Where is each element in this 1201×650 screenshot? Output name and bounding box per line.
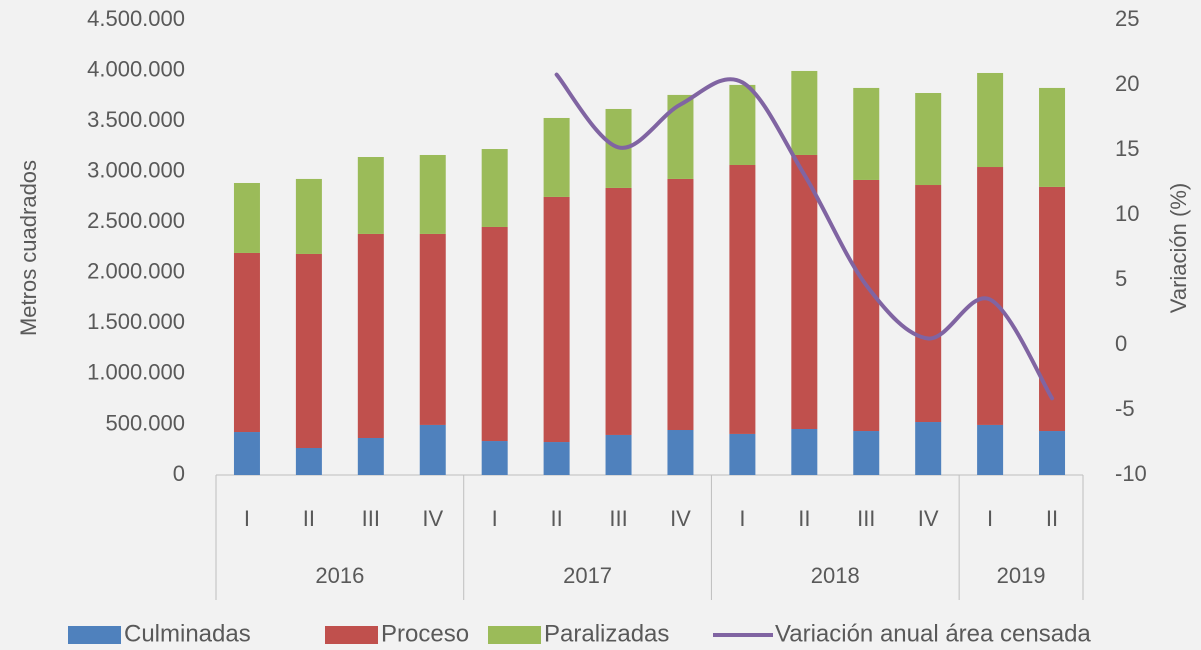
bar-segment [295,253,322,449]
legend-swatch [68,626,121,644]
y2-tick-label: 20 [1115,71,1139,96]
bar-segment [543,117,570,197]
y-tick-label: 4.000.000 [87,56,185,81]
y-tick-label: 2.000.000 [87,259,185,284]
y-axis-title: Metros cuadrados [16,160,41,336]
legend-swatch [488,626,541,644]
bar-segment [791,428,818,475]
bar-segment [357,437,384,475]
y-tick-label: 3.500.000 [87,107,185,132]
x-tick-label: III [857,506,875,531]
bar-segment [853,431,880,475]
x-tick-label: IV [422,506,443,531]
bar-segment [915,185,942,423]
legend-label: Variación anual área censada [775,620,1091,647]
y-tick-label: 1.000.000 [87,360,185,385]
bar-segment [481,226,508,442]
group-label: 2016 [315,563,364,588]
y2-tick-label: -10 [1115,461,1147,486]
bar-segment [481,441,508,475]
bar-segment [729,164,756,434]
bar-segment [1039,87,1066,187]
bar-segment [605,187,632,435]
y2-tick-label: 10 [1115,201,1139,226]
bar-segment [1039,186,1066,432]
bar-segment [791,70,818,155]
bar-segment [357,233,384,438]
bar-segment [853,179,880,432]
y-tick-label: 2.500.000 [87,208,185,233]
group-label: 2017 [563,563,612,588]
bar-segment [295,448,322,475]
x-tick-label: I [987,506,993,531]
bar-segment [481,149,508,227]
group-label: 2018 [811,563,860,588]
y2-tick-label: 25 [1115,6,1139,31]
bar-segment [791,154,818,429]
x-tick-label: II [303,506,315,531]
y-tick-label: 3.000.000 [87,157,185,182]
y-tick-label: 4.500.000 [87,6,185,31]
bar-segment [419,233,446,425]
legend-label: Paralizadas [544,620,669,647]
line-series [554,72,1055,401]
x-tick-label: IV [670,506,691,531]
bar-segment [295,178,322,254]
legend-swatch [325,626,378,644]
x-tick-label: I [492,506,498,531]
bar-segment [977,72,1004,168]
x-tick-label: II [798,506,810,531]
y-tick-label: 0 [173,461,185,486]
bar-segment [729,433,756,475]
bar-segment [977,424,1004,475]
bar-segment [729,84,756,165]
bar-segment [419,154,446,234]
x-tick-label: II [550,506,562,531]
y2-tick-label: 5 [1115,266,1127,291]
bar-segment [357,157,384,234]
y2-tick-label: -5 [1115,396,1135,421]
x-tick-label: III [362,506,380,531]
x-tick-label: I [244,506,250,531]
bar-segment [233,432,260,475]
group-label: 2019 [997,563,1046,588]
y2-tick-label: 0 [1115,331,1127,356]
legend-label: Proceso [381,620,469,647]
bar-segment [915,93,942,186]
bar-segment [419,424,446,475]
bar-segment [543,442,570,475]
x-tick-label: IV [918,506,939,531]
x-tick-label: I [739,506,745,531]
legend-label: Culminadas [124,620,251,647]
bar-segment [853,87,880,180]
bar-segment [667,94,694,179]
y-tick-label: 1.500.000 [87,309,185,334]
x-tick-label: II [1046,506,1058,531]
y2-axis-title: Variación (%) [1166,183,1191,313]
y-tick-label: 500.000 [105,410,185,435]
bar-segment [233,252,260,433]
y2-tick-label: 15 [1115,136,1139,161]
bar-segment [915,422,942,475]
bar-segment [543,196,570,443]
bar-segment [1039,431,1066,475]
bar-segment [233,182,260,253]
bar-segment [605,434,632,475]
bar-segment [667,430,694,475]
x-tick-label: III [609,506,627,531]
bar-segment [977,167,1004,425]
bar-segment [667,178,694,431]
